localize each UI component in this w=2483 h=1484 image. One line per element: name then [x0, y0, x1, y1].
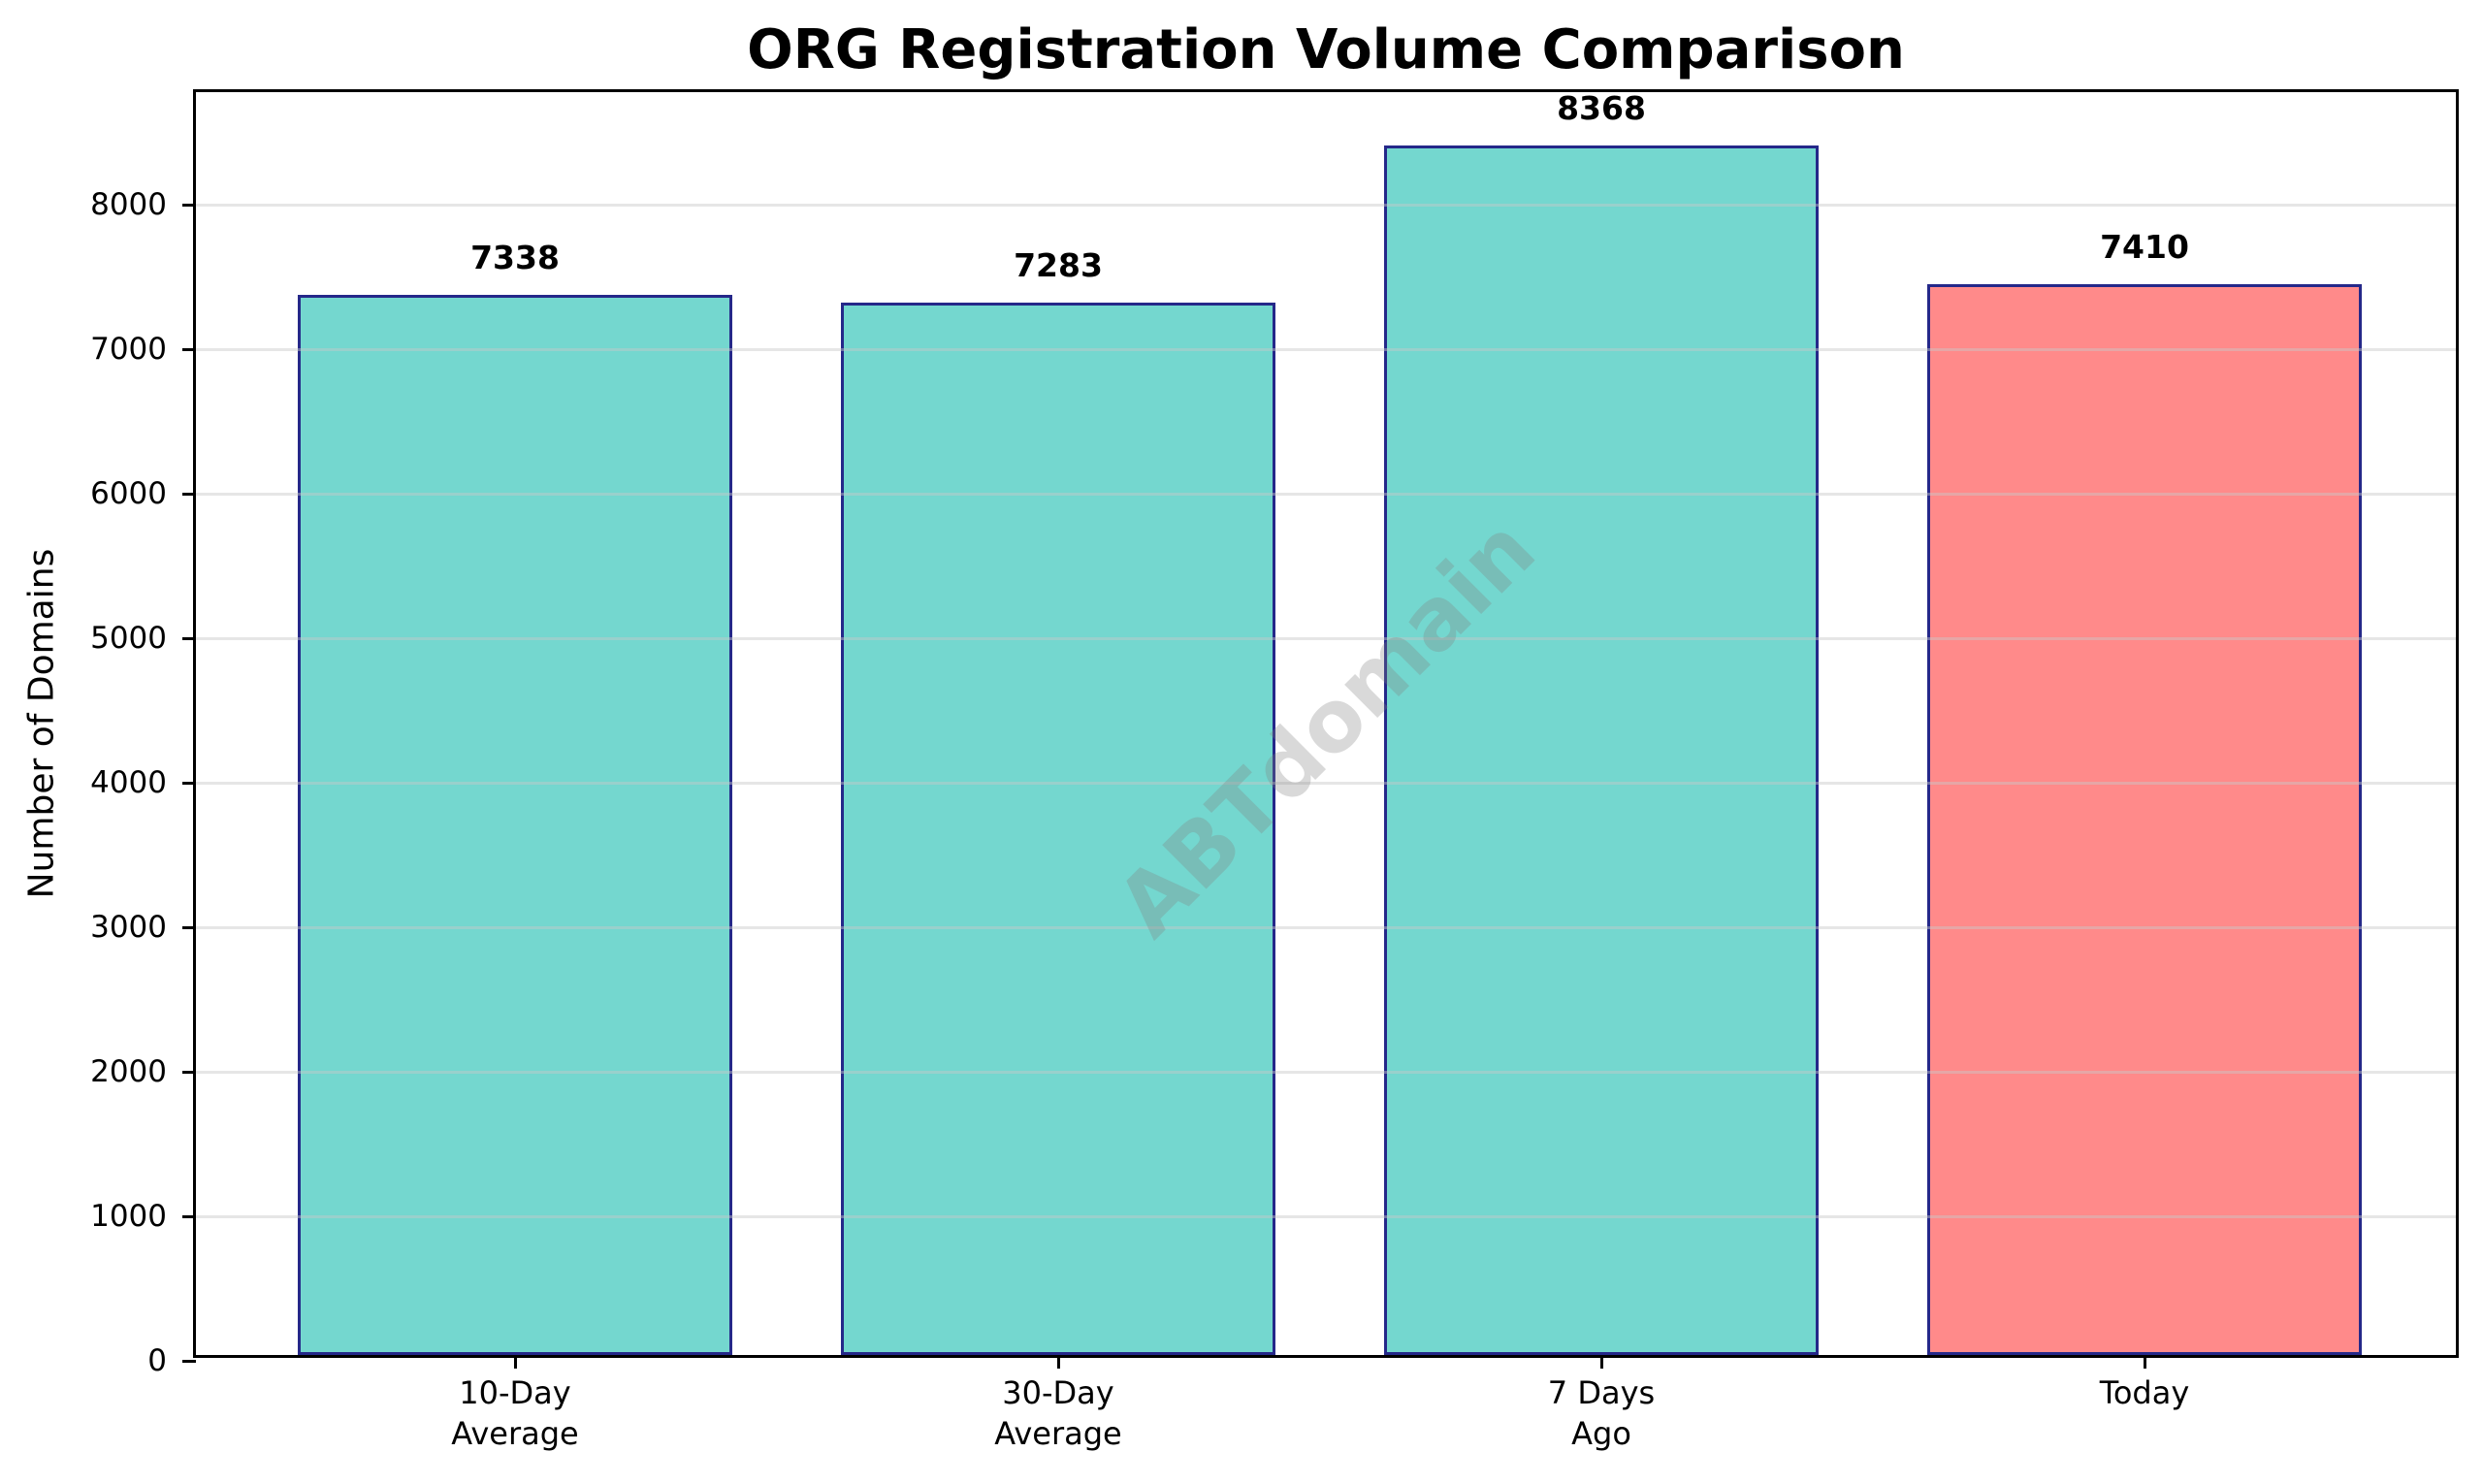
- bar-value-label: 7283: [1014, 245, 1103, 284]
- y-tick-mark: [182, 925, 196, 929]
- x-tick-mark: [2143, 1355, 2146, 1369]
- y-tick-mark: [182, 1070, 196, 1074]
- x-tick-label: Today: [1951, 1372, 2338, 1413]
- y-axis-label: Number of Domains: [21, 548, 62, 899]
- x-tick-label-line: 7 Days: [1547, 1374, 1656, 1411]
- bar: [1384, 145, 1819, 1355]
- x-tick-label-line: Average: [994, 1415, 1122, 1452]
- y-tick-mark: [182, 1359, 196, 1363]
- y-tick-label: 6000: [90, 476, 167, 512]
- y-tick-label: 2000: [90, 1054, 167, 1090]
- x-tick-label-line: 10-Day: [459, 1374, 571, 1411]
- gridline: [196, 1214, 2456, 1218]
- x-tick-label-line: 30-Day: [1002, 1374, 1114, 1411]
- gridline: [196, 636, 2456, 640]
- y-tick-label: 5000: [90, 621, 167, 657]
- y-tick-label: 8000: [90, 187, 167, 223]
- x-tick-mark: [513, 1355, 517, 1369]
- x-tick-label: 10-Day Average: [321, 1372, 709, 1454]
- y-tick-mark: [182, 492, 196, 496]
- gridline: [196, 492, 2456, 496]
- x-tick-label-line: Average: [451, 1415, 579, 1452]
- gridline: [196, 1070, 2456, 1074]
- gridline: [196, 347, 2456, 351]
- gridline: [196, 781, 2456, 785]
- bar: [1927, 283, 2362, 1355]
- bar-value-label: 8368: [1557, 89, 1646, 128]
- x-tick-label-line: Today: [2099, 1374, 2190, 1411]
- x-tick-label: 30-Day Average: [864, 1372, 1252, 1454]
- bar: [841, 302, 1275, 1355]
- y-tick-mark: [182, 636, 196, 640]
- chart-title: ORG Registration Volume Comparison: [747, 18, 1905, 81]
- y-tick-mark: [182, 203, 196, 207]
- x-tick-label: 7 Days Ago: [1407, 1372, 1795, 1454]
- gridline: [196, 203, 2456, 207]
- gridline: [196, 925, 2456, 929]
- x-tick-label-line: Ago: [1571, 1415, 1631, 1452]
- x-tick-mark: [1056, 1355, 1060, 1369]
- y-tick-mark: [182, 347, 196, 351]
- y-tick-mark: [182, 781, 196, 785]
- bar-value-label: 7410: [2100, 227, 2189, 266]
- y-tick-label: 1000: [90, 1199, 167, 1234]
- y-tick-label: 3000: [90, 910, 167, 946]
- y-tick-mark: [182, 1214, 196, 1218]
- y-tick-label: 7000: [90, 332, 167, 368]
- y-tick-label: 0: [147, 1343, 167, 1378]
- bar-value-label: 7338: [470, 238, 560, 276]
- bar: [298, 294, 732, 1355]
- y-tick-label: 4000: [90, 765, 167, 801]
- plot-area: 0 1000 2000 3000 4000 5000 6000 7000 8000 7338 10-…: [90, 89, 2459, 1452]
- x-tick-mark: [1599, 1355, 1603, 1369]
